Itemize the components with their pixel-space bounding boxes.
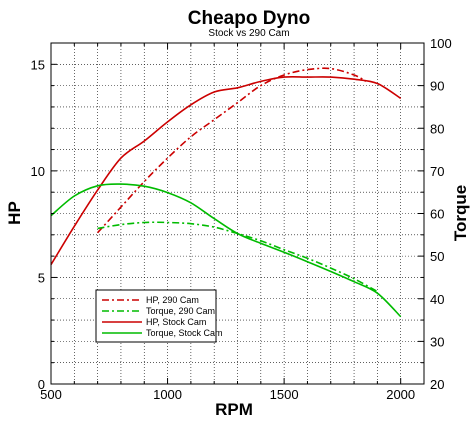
y-axis-left-label: HP bbox=[5, 201, 24, 225]
legend-label: Torque, 290 Cam bbox=[146, 306, 215, 316]
y-right-tick-label: 40 bbox=[430, 292, 444, 307]
series-lines bbox=[50, 67, 402, 318]
x-tick-label: 2000 bbox=[386, 387, 415, 402]
legend-label: Torque, Stock Cam bbox=[146, 328, 223, 338]
y-left-tick-label: 15 bbox=[31, 57, 45, 72]
y-left-tick-label: 10 bbox=[31, 164, 45, 179]
x-tick-label: 500 bbox=[40, 387, 62, 402]
x-axis-label: RPM bbox=[215, 400, 253, 419]
y-left-tick-label: 5 bbox=[38, 270, 45, 285]
x-tick-label: 1000 bbox=[153, 387, 182, 402]
grid-lines bbox=[51, 43, 424, 384]
x-tick-label: 1500 bbox=[270, 387, 299, 402]
series-line-hp-stock-cam bbox=[50, 75, 402, 266]
axis-ticks: 500 1000 1500 2000 0 5 10 15 20 30 40 50 60 70 80 90 100 bbox=[31, 36, 452, 402]
y-right-tick-label: 60 bbox=[430, 207, 444, 222]
series-line-torque-stock-cam bbox=[50, 183, 402, 318]
y-left-tick-label: 0 bbox=[38, 377, 45, 392]
y-right-tick-label: 30 bbox=[430, 334, 444, 349]
y-right-tick-label: 90 bbox=[430, 79, 444, 94]
legend-label: HP, 290 Cam bbox=[146, 295, 199, 305]
y-right-tick-label: 70 bbox=[430, 164, 444, 179]
y-right-tick-label: 50 bbox=[430, 249, 444, 264]
y-right-tick-label: 100 bbox=[430, 36, 452, 51]
chart-title: Cheapo Dyno bbox=[188, 8, 310, 29]
y-right-tick-label: 20 bbox=[430, 377, 444, 392]
legend-box bbox=[95, 289, 217, 343]
legend-label: HP, Stock Cam bbox=[146, 317, 206, 327]
chart-subtitle: Stock vs 290 Cam bbox=[208, 28, 289, 39]
y-axis-right-label: Torque bbox=[451, 185, 470, 241]
y-right-tick-label: 80 bbox=[430, 121, 444, 136]
series-line-hp-290-cam bbox=[97, 67, 367, 234]
